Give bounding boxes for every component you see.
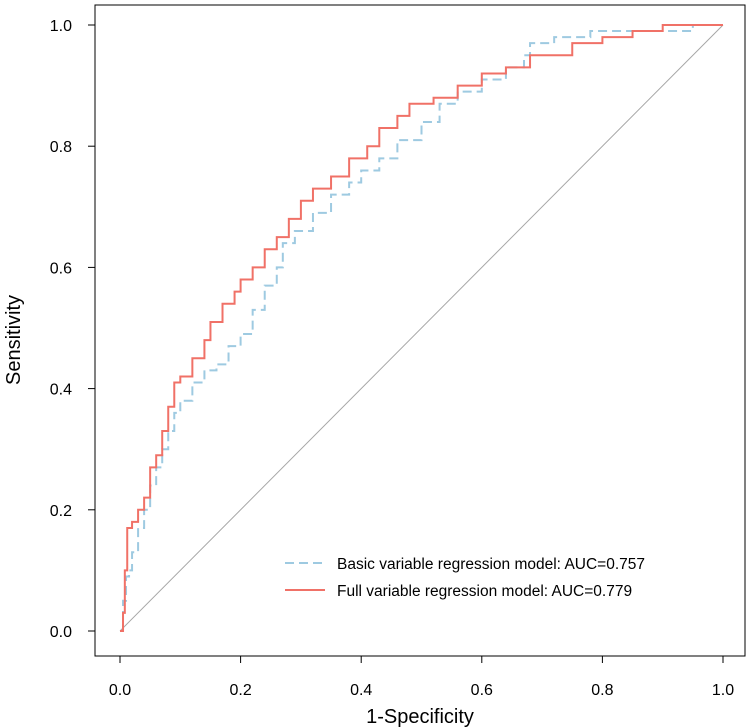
y-tick-label: 0.8 bbox=[50, 139, 72, 156]
legend-label-basic: Basic variable regression model: AUC=0.7… bbox=[337, 556, 645, 573]
legend-label-full: Full variable regression model: AUC=0.77… bbox=[337, 583, 632, 600]
x-tick-label: 0.8 bbox=[591, 682, 613, 699]
series-line-full bbox=[120, 24, 723, 632]
y-axis-title: Sensitivity bbox=[3, 295, 25, 385]
x-tick-label: 0.2 bbox=[229, 682, 251, 699]
x-axis: 0.0 0.2 0.4 0.6 0.8 1.0 bbox=[109, 656, 734, 699]
y-tick-label: 1.0 bbox=[50, 18, 72, 35]
x-tick-label: 0.4 bbox=[350, 682, 372, 699]
x-tick-label: 0.0 bbox=[109, 682, 131, 699]
y-axis: 0.0 0.2 0.4 0.6 0.8 1.0 bbox=[50, 18, 95, 641]
plot-frame bbox=[94, 4, 746, 657]
y-tick-label: 0.2 bbox=[50, 503, 72, 520]
x-axis-title: 1-Specificity bbox=[366, 706, 474, 728]
x-tick-label: 0.6 bbox=[471, 682, 493, 699]
series-line-basic bbox=[120, 24, 723, 632]
y-tick-label: 0.4 bbox=[50, 382, 72, 399]
series-layer bbox=[120, 24, 723, 632]
y-tick-label: 0.6 bbox=[50, 260, 72, 277]
y-tick-label: 0.0 bbox=[50, 624, 72, 641]
legend: Basic variable regression model: AUC=0.7… bbox=[285, 556, 645, 600]
reference-diagonal-line bbox=[119, 24, 724, 632]
x-tick-label: 1.0 bbox=[712, 682, 734, 699]
